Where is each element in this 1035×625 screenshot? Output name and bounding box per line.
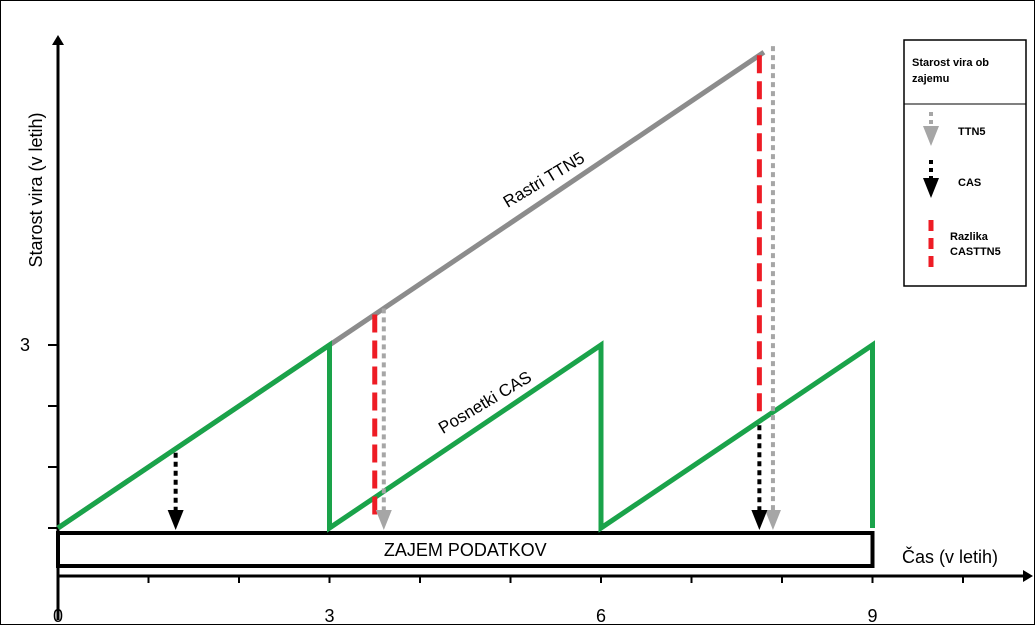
x-tick-label: 9 <box>867 606 877 625</box>
ttn5-arrow-head-icon <box>764 510 781 530</box>
y-axis-label: Starost vira (v letih) <box>26 112 46 267</box>
legend-arrow-cas-icon <box>923 160 939 198</box>
legend-box <box>903 39 1027 287</box>
legend-arrow-ttn5-icon <box>923 112 939 146</box>
cas-arrow-head-icon <box>751 510 768 530</box>
legend-label-ttn5: TTN5 <box>958 126 986 138</box>
series-line-cas <box>56 340 875 533</box>
legend-title: Starost vira ob zajemu <box>912 57 992 85</box>
x-tick-label: 3 <box>324 606 334 625</box>
legend: Starost vira ob zajemu TTN5 CAS Razlika … <box>903 39 1027 287</box>
data-capture-bar <box>56 531 875 568</box>
data-capture-label: ZAJEM PODATKOV <box>384 540 547 560</box>
x-axis-label: Čas (v letih) <box>902 546 998 567</box>
ttn5-arrow-head-icon <box>375 510 392 530</box>
x-tick-label: 0 <box>53 606 63 625</box>
y-tick-label: 3 <box>20 335 30 355</box>
cas-arrow-head-icon <box>167 510 184 530</box>
legend-label-cas: CAS <box>958 177 981 189</box>
x-tick-label: 6 <box>596 606 606 625</box>
legend-label-difference: Razlika CASTTN5 <box>950 231 1001 258</box>
